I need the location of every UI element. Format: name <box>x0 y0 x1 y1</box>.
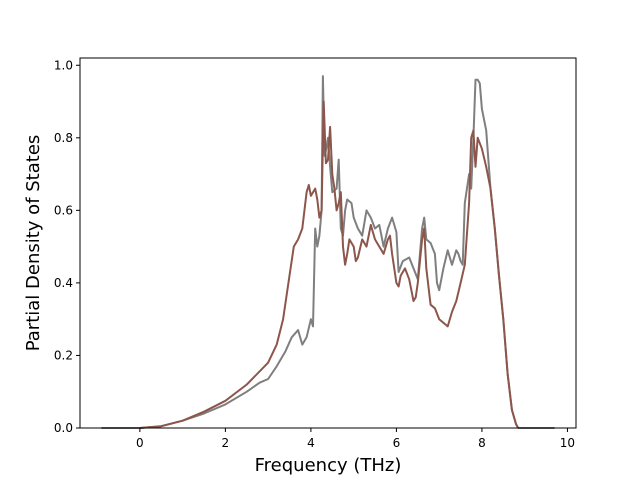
y-tick-label: 0.2 <box>54 348 73 362</box>
y-tick-label: 0.0 <box>54 421 73 435</box>
x-tick-label: 10 <box>560 436 575 450</box>
x-tick-label: 4 <box>307 436 315 450</box>
series-line-1 <box>101 75 555 429</box>
plot-frame <box>79 57 577 429</box>
x-tick-label: 8 <box>478 436 486 450</box>
y-axis-label: Partial Density of States <box>23 135 44 352</box>
series-line-2 <box>139 100 520 429</box>
x-axis-label: Frequency (THz) <box>255 455 402 476</box>
y-ticks: 0.0 0.2 0.4 0.6 0.8 1.0 <box>54 58 80 435</box>
x-ticks: 0 2 4 6 8 10 <box>136 428 575 450</box>
x-tick-label: 0 <box>136 436 144 450</box>
y-tick-label: 1.0 <box>54 58 73 72</box>
y-tick-label: 0.4 <box>54 276 73 290</box>
series-layer <box>101 75 555 429</box>
x-tick-label: 6 <box>393 436 401 450</box>
y-tick-label: 0.8 <box>54 131 73 145</box>
y-tick-label: 0.6 <box>54 203 73 217</box>
plot-area <box>80 58 576 428</box>
x-tick-label: 2 <box>222 436 230 450</box>
